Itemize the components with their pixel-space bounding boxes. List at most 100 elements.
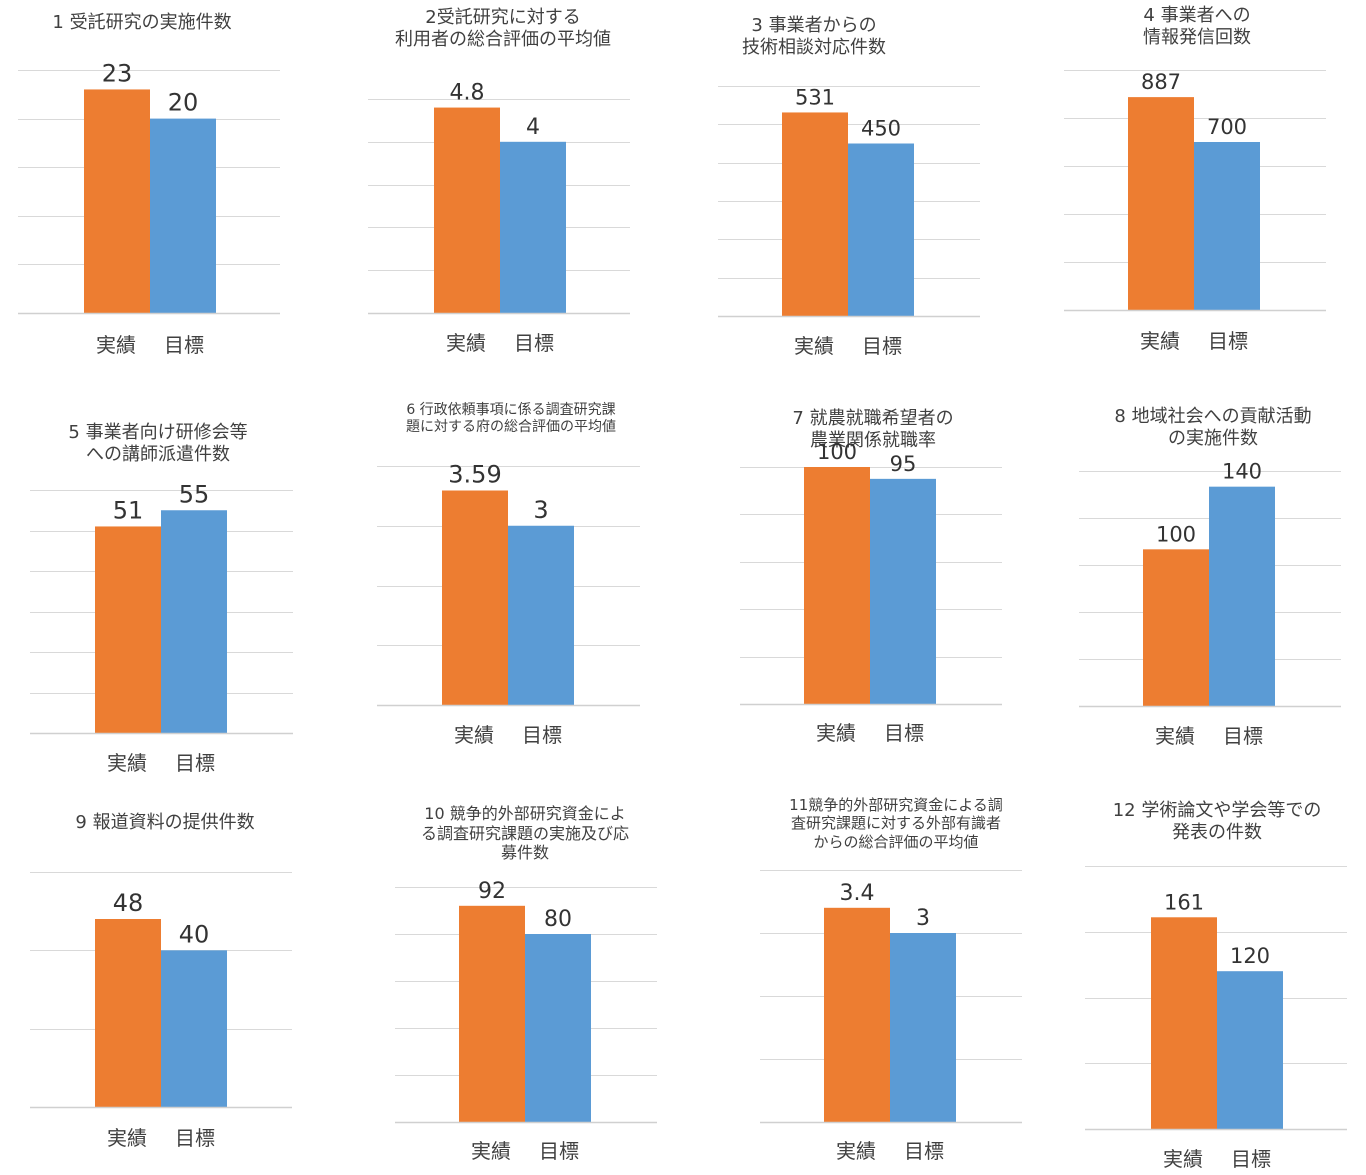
chart-2-value-label: 4.8 [450,81,485,106]
chart-12-title-line: 発表の件数 [1172,821,1262,843]
chart-11-category-label: 実績 [836,1139,876,1163]
chart-6-value-label: 3 [533,496,548,524]
chart-6-category-label: 実績 [454,723,494,747]
chart-8-bar-actual [1143,549,1209,706]
chart-10-title-line: る調査研究課題の実施及び応 [420,823,629,843]
chart-9-title: 9 報道資料の提供件数 [0,812,365,834]
chart-12-category-label: 目標 [1231,1147,1271,1171]
chart-12-title-line: 12 学術論文や学会等での [1112,800,1322,821]
chart-1-title: 1 受託研究の実施件数 [0,12,342,34]
chart-1-bar-actual [84,89,150,313]
chart-2-category-label: 実績 [446,331,486,355]
chart-2-title: 2受託研究に対する 利用者の総合評価の平均値 [303,7,703,51]
chart-1-category-label: 目標 [164,333,204,357]
chart-4-category-label: 実績 [1140,329,1180,353]
chart-6-category-label: 目標 [522,723,562,747]
chart-3-category-label: 目標 [862,334,902,358]
chart-1-value-label: 20 [168,89,199,117]
chart-7-title: 7 就農就職希望者の 農業関係就職率 [673,408,1073,452]
chart-2-title-line: 2受託研究に対する [425,7,581,28]
chart-5-value-label: 55 [179,480,210,508]
chart-9-bar-actual [95,919,161,1107]
chart-8-bar-target [1209,486,1275,706]
chart-8-value-label: 100 [1156,522,1196,546]
chart-5-title: 5 事業者向け研修会等 への講師派遣件数 [0,422,358,466]
chart-11-title: 11競争的外部研究資金による調 査研究課題に対する外部有識者 からの総合評価の平均値 [696,796,1096,851]
chart-3-title-line: 技術相談対応件数 [742,36,886,58]
chart-5-category-label: 実績 [107,751,147,775]
chart-12-category-label: 実績 [1163,1147,1203,1171]
chart-11-title-line: 査研究課題に対する外部有識者 [790,814,1001,833]
chart-6-title-line: 題に対する府の総合評価の平均値 [406,419,616,436]
chart-4-value-label: 887 [1141,70,1181,94]
chart-11-category-label: 目標 [904,1139,944,1163]
chart-5-bar-actual [95,526,161,733]
chart-12-title: 12 学術論文や学会等での 発表の件数 [1017,800,1366,844]
chart-12-value-label: 120 [1230,944,1270,968]
chart-4-bar-target [1194,142,1260,310]
chart-8-category-label: 実績 [1155,724,1195,748]
chart-6-bar-actual [442,490,508,705]
chart-7-category-label: 実績 [816,721,856,745]
chart-3-bar-target [848,143,914,316]
chart-7-bar-target [870,478,936,704]
chart-1-category-label: 実績 [96,333,136,357]
chart-10-category-label: 目標 [539,1139,579,1163]
chart-1-bar-target [150,118,216,313]
chart-6-title: 6 行政依頼事項に係る調査研究課 題に対する府の総合評価の平均値 [311,402,711,436]
chart-10-title: 10 競争的外部研究資金によ る調査研究課題の実施及び応 募件数 [325,804,725,863]
chart-11-title-line: 11競争的外部研究資金による調 [789,796,1003,814]
chart-9-title-line: 9 報道資料の提供件数 [75,812,255,833]
chart-5-value-label: 51 [113,496,144,524]
chart-12-value-label: 161 [1164,890,1204,914]
chart-8-title-line: 8 地域社会への貢献活動 [1114,406,1312,427]
chart-2-category-label: 目標 [514,331,554,355]
chart-2-bar-target [500,141,566,313]
chart-10-bar-target [525,934,591,1122]
chart-7-bar-actual [804,467,870,704]
chart-3-value-label: 531 [795,85,835,109]
chart-8-category-label: 目標 [1223,724,1263,748]
chart-7-category-label: 目標 [884,721,924,745]
chart-7-title-line: 農業関係就職率 [810,429,936,451]
chart-9-value-label: 40 [179,920,210,948]
chart-9-bar-target [161,950,227,1107]
chart-5-category-label: 目標 [175,751,215,775]
chart-10-value-label: 80 [544,907,572,932]
chart-6-title-line: 6 行政依頼事項に係る調査研究課 [406,402,616,418]
chart-1-title-line: 1 受託研究の実施件数 [52,12,232,33]
chart-8-title: 8 地域社会への貢献活動 の実施件数 [1013,406,1366,450]
chart-4-title-line: 情報発信回数 [1143,26,1251,48]
chart-5-bar-target [161,510,227,733]
chart-4-bar-actual [1128,97,1194,311]
chart-6-value-label: 3.59 [448,460,501,488]
chart-10-category-label: 実績 [471,1139,511,1163]
chart-12-bar-actual [1151,917,1217,1129]
chart-5-title-line: への講師派遣件数 [86,443,230,465]
chart-6-bar-target [508,525,574,705]
chart-2-title-line: 利用者の総合評価の平均値 [395,28,611,50]
chart-7-title-line: 7 就農就職希望者の [792,408,954,429]
chart-10-title-line: 募件数 [500,843,549,863]
chart-4-category-label: 目標 [1208,329,1248,353]
chart-3-bar-actual [782,112,848,316]
chart-4-title-line: 4 事業者への [1143,5,1251,26]
chart-11-title-line: からの総合評価の平均値 [813,832,979,851]
chart-12-bar-target [1217,971,1283,1129]
chart-7-value-label: 95 [890,452,917,476]
chart-3-value-label: 450 [861,117,901,141]
chart-11-bar-target [890,933,956,1122]
chart-1-value-label: 23 [102,59,133,87]
